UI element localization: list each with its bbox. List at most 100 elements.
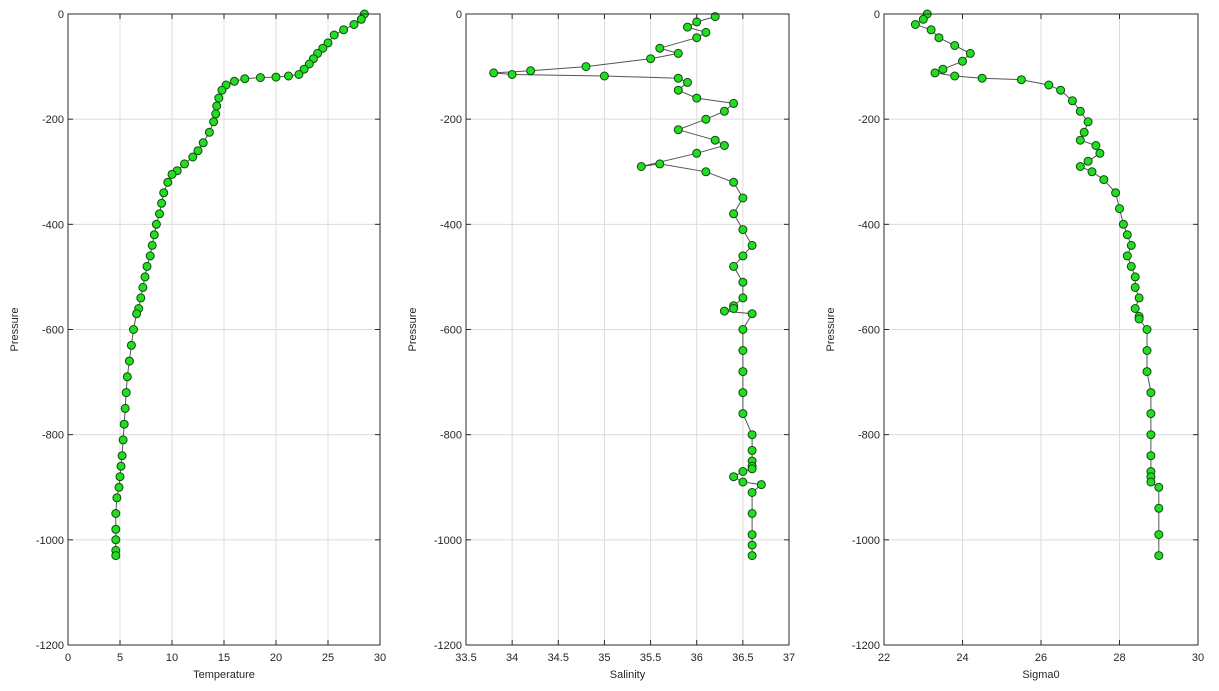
- sigma0-y-axis-label: Pressure: [825, 307, 837, 351]
- temperature-ticks: [67, 13, 381, 646]
- temperature-data-point: [284, 71, 293, 81]
- salinity-data-point: [738, 467, 748, 476]
- temperature-data-point: [255, 73, 265, 83]
- salinity-data-point: [507, 70, 517, 79]
- temperature-data-point: [157, 198, 167, 208]
- temperature-data-point: [271, 72, 281, 82]
- temperature-data-point: [138, 282, 148, 292]
- salinity-data-point: [673, 73, 683, 83]
- temperature-data-point: [112, 493, 122, 503]
- temperature-data-point: [209, 117, 219, 127]
- temperature-data-point: [323, 38, 333, 48]
- salinity-data-point: [738, 293, 748, 303]
- sigma0-data-point: [930, 68, 940, 78]
- temperature-data-point: [318, 43, 328, 53]
- sigma0-data-point: [1044, 80, 1054, 90]
- temperature-data-point: [198, 138, 208, 148]
- temperature-data-point: [339, 25, 349, 35]
- salinity-data-point: [747, 530, 757, 540]
- salinity-data-point: [729, 472, 739, 482]
- temperature-panel: 0 5 10 15 20 25 30 0 -200 -400 -600 -800 -1000 -1200…: [9, 9, 386, 681]
- temperature-x-tick-label: 10: [166, 652, 178, 664]
- salinity-x-tick-label: 34: [506, 652, 518, 664]
- salinity-data-point: [729, 304, 739, 313]
- sigma0-y-tick-label: 0: [874, 9, 880, 21]
- salinity-data-point: [729, 209, 739, 219]
- salinity-data-point: [646, 54, 656, 64]
- sigma0-x-axis-label: Sigma0: [1022, 669, 1059, 681]
- sigma0-data-point: [1154, 503, 1164, 513]
- sigma0-data-point: [1056, 85, 1066, 95]
- sigma0-data-point: [1154, 551, 1164, 561]
- sigma0-data-point: [934, 33, 944, 43]
- salinity-data-point: [729, 261, 739, 271]
- temperature-data-point: [142, 261, 152, 271]
- sigma0-data-point: [1075, 135, 1085, 145]
- salinity-data-point: [636, 162, 646, 171]
- salinity-data-point: [738, 193, 748, 203]
- temperature-data-point: [111, 509, 121, 518]
- sigma0-y-tick-labels: 0 -200 -400 -600 -800 -1000 -1200: [852, 9, 880, 652]
- salinity-data-point: [729, 98, 739, 108]
- sigma0-data-point: [1095, 148, 1105, 158]
- salinity-data-point: [756, 480, 766, 490]
- salinity-x-tick-label: 34.5: [548, 652, 569, 664]
- temperature-y-tick-labels: 0 -200 -400 -600 -800 -1000 -1200: [36, 9, 64, 652]
- temperature-data-point: [124, 356, 134, 366]
- temperature-data-point: [204, 127, 214, 137]
- sigma0-data-point: [1118, 219, 1128, 229]
- sigma0-data-point: [977, 73, 987, 83]
- salinity-data-point: [692, 148, 702, 158]
- salinity-data-point: [738, 477, 748, 487]
- sigma0-data-point: [1130, 304, 1140, 313]
- sigma0-data-point: [1083, 156, 1093, 166]
- temperature-data-point: [349, 20, 359, 29]
- sigma0-series-markers: [910, 9, 1164, 561]
- sigma0-data-point: [926, 25, 936, 35]
- salinity-data-point: [747, 309, 757, 319]
- salinity-data-point: [526, 66, 536, 76]
- salinity-data-point: [738, 409, 748, 419]
- temperature-y-tick-label: 0: [58, 9, 64, 21]
- temperature-x-tick-label: 15: [218, 652, 230, 664]
- sigma0-x-tick-label: 26: [1035, 652, 1047, 664]
- temperature-data-point: [163, 177, 173, 187]
- temperature-y-tick-label: -1200: [36, 640, 64, 652]
- salinity-data-point: [489, 68, 499, 78]
- temperature-data-point: [115, 472, 125, 482]
- temperature-data-point: [149, 230, 159, 240]
- sigma0-data-point: [1126, 261, 1136, 271]
- salinity-y-tick-label: -1200: [434, 640, 462, 652]
- salinity-x-axis-label: Salinity: [610, 669, 646, 681]
- salinity-data-point: [692, 33, 702, 43]
- temperature-data-point: [147, 240, 157, 250]
- sigma0-data-point: [1075, 106, 1085, 116]
- sigma0-data-point: [1115, 204, 1124, 214]
- temperature-data-point: [120, 403, 130, 413]
- salinity-y-tick-label: -1000: [434, 535, 462, 547]
- temperature-series-markers: [111, 9, 369, 561]
- salinity-x-tick-label: 33.5: [455, 652, 476, 664]
- sigma0-y-tick-label: -1200: [852, 640, 880, 652]
- salinity-data-point: [738, 225, 748, 235]
- sigma0-ticks: [883, 13, 1199, 646]
- salinity-profile-line: [493, 16, 763, 556]
- salinity-y-tick-label: -600: [440, 325, 462, 337]
- sigma0-data-point: [1146, 430, 1156, 440]
- sigma0-series-line: [914, 13, 1160, 556]
- salinity-y-tick-labels: 0 -200 -400 -600 -800 -1000 -1200: [434, 9, 462, 652]
- sigma0-data-point: [1142, 346, 1152, 355]
- salinity-data-point: [701, 114, 711, 124]
- sigma0-x-tick-label: 24: [956, 652, 968, 664]
- temperature-data-point: [111, 524, 121, 534]
- sigma0-data-point: [1067, 96, 1077, 106]
- temperature-data-point: [167, 169, 177, 179]
- salinity-data-point: [738, 251, 748, 261]
- sigma0-data-point: [950, 71, 960, 81]
- salinity-data-point: [738, 367, 748, 377]
- salinity-x-tick-label: 35: [598, 652, 610, 664]
- sigma0-data-point: [1075, 162, 1085, 171]
- sigma0-data-point: [1134, 293, 1144, 303]
- salinity-data-point: [599, 71, 609, 81]
- salinity-data-point: [701, 167, 711, 177]
